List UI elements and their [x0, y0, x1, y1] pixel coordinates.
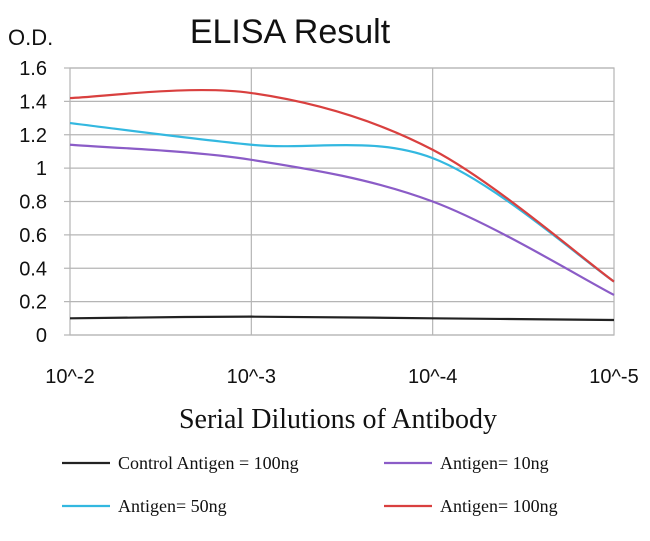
series-line-0: [69, 315, 615, 322]
legend-label: Antigen= 10ng: [440, 453, 549, 473]
y-tick-label: 0.4: [19, 258, 47, 280]
y-tick-label: 1.6: [19, 58, 47, 80]
series-line-1: [69, 143, 615, 296]
legend-label: Antigen= 50ng: [118, 496, 227, 516]
y-tick-label: 0.8: [19, 192, 47, 214]
legend-label: Control Antigen = 100ng: [118, 453, 299, 473]
chart-title: ELISA Result: [190, 13, 391, 51]
y-tick-label: 0: [36, 325, 47, 347]
x-tick-labels: 10^-2 10^-3 10^-4 10^-5: [45, 366, 638, 388]
grid-lines: [69, 67, 615, 336]
x-tick-label: 10^-3: [227, 366, 276, 388]
x-axis-label: Serial Dilutions of Antibody: [179, 404, 497, 435]
x-tick-label: 10^-4: [408, 366, 457, 388]
legend: Control Antigen = 100ng Antigen= 10ng Anti…: [62, 453, 558, 516]
x-tick-label: 10^-2: [45, 366, 94, 388]
legend-label: Antigen= 100ng: [440, 496, 558, 516]
y-tick-label: 1: [36, 158, 47, 180]
y-tick-labels: 0 0.2 0.4 0.6 0.8 1 1.2 1.4 1.6: [19, 58, 70, 347]
y-tick-label: 0.2: [19, 292, 47, 314]
series-line-2: [69, 121, 615, 283]
y-tick-label: 1.4: [19, 91, 47, 113]
y-axis-label: O.D.: [8, 25, 53, 50]
y-tick-label: 0.6: [19, 225, 47, 247]
series-lines: [69, 89, 615, 322]
x-tick-label: 10^-5: [589, 366, 638, 388]
series-line-3: [69, 89, 615, 283]
y-tick-label: 1.2: [19, 125, 47, 147]
